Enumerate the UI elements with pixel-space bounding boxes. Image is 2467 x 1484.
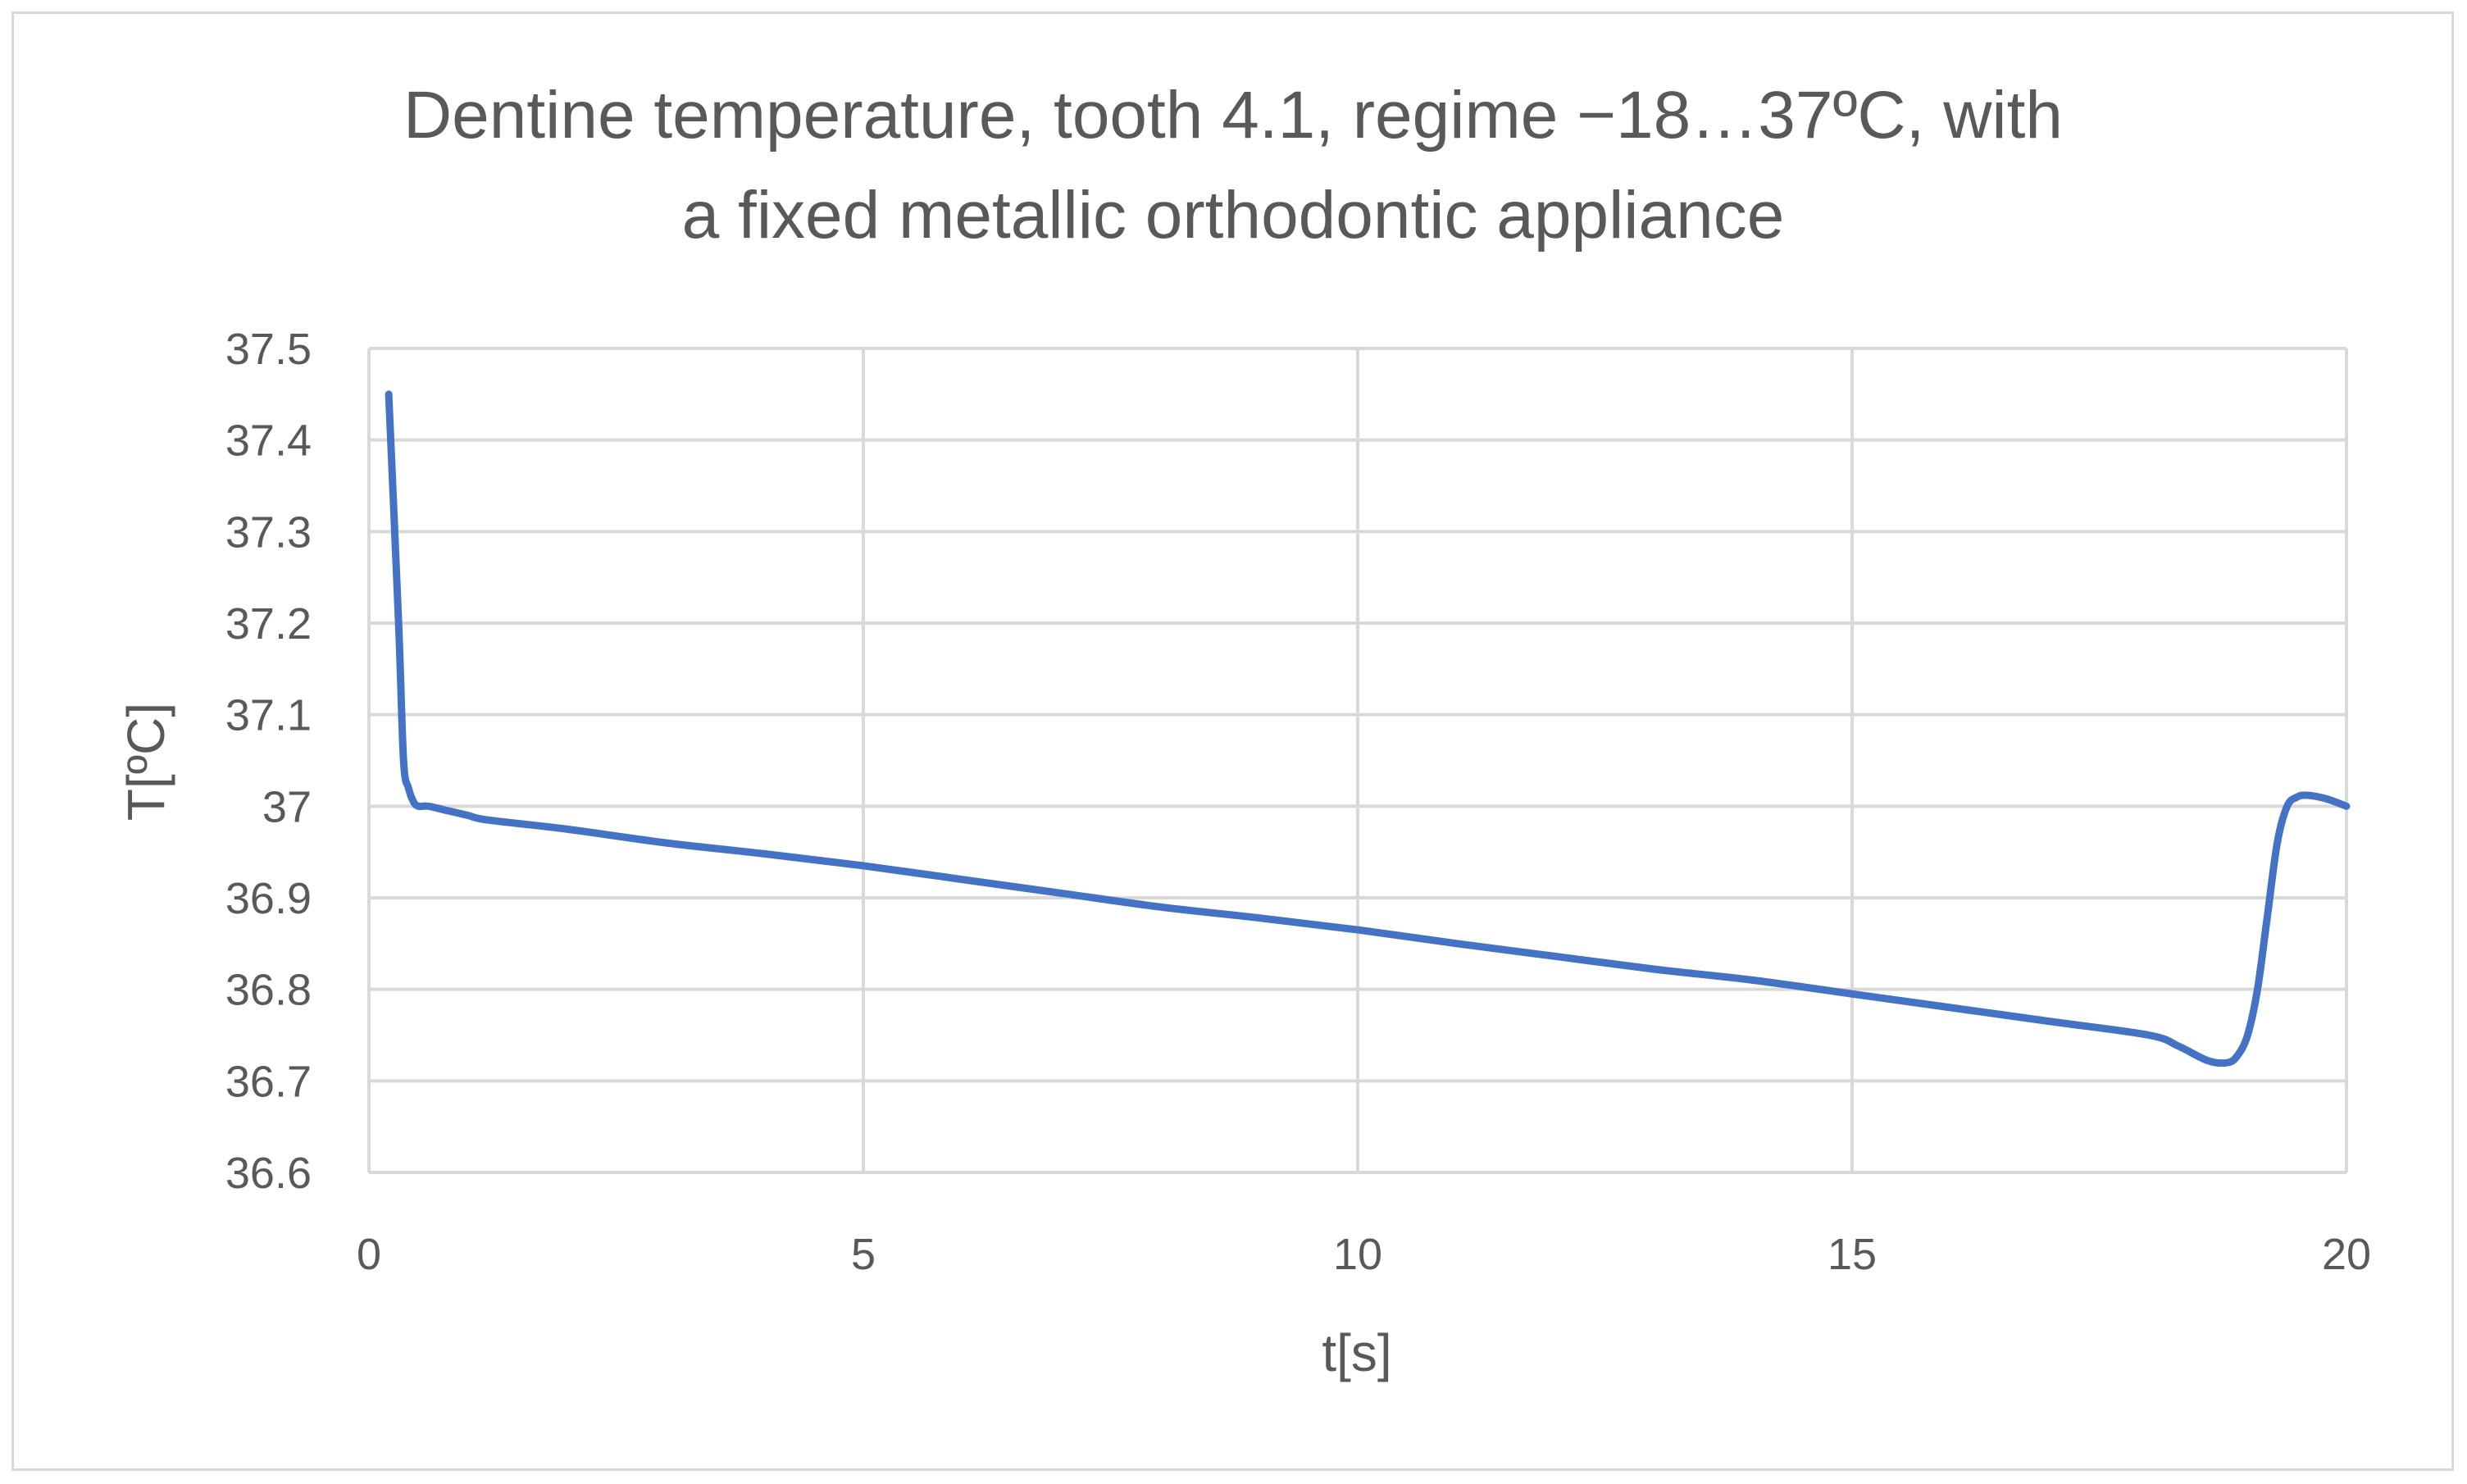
y-tick-label: 37.4 [225,417,312,466]
x-tick-label: 5 [851,1230,876,1279]
series-lines [385,390,2351,1067]
chart-subtitle: a fixed metallic orthodontic appliance [682,178,1785,253]
y-axis-ticks: 36.6 36.7 36.8 36.9 37 37.1 37.2 37.3 37.4 37.5 [225,325,312,1198]
y-tick-label: 37.1 [225,691,312,740]
x-tick-label: 10 [1333,1230,1382,1279]
x-tick-label: 15 [1827,1230,1877,1279]
series-line-0 [385,390,2351,1067]
y-tick-label: 37.3 [225,508,312,557]
y-tick-label: 37 [262,782,312,831]
y-tick-label: 36.7 [225,1057,312,1106]
gridlines [367,347,2348,1174]
x-tick-label: 0 [357,1230,381,1279]
y-tick-label: 37.2 [225,599,312,649]
chart-title: Dentine temperature, tooth 4.1, regime −… [403,78,2063,152]
x-axis-ticks: 0 5 10 15 20 [357,1230,2371,1279]
x-axis-label: t[s] [1322,1323,1391,1382]
y-axis-label: T[ºC] [116,703,175,821]
x-tick-label: 20 [2322,1230,2371,1279]
y-tick-label: 36.6 [225,1149,312,1198]
y-tick-label: 36.9 [225,874,312,923]
y-tick-label: 37.5 [225,325,312,374]
chart-frame [11,11,2454,1471]
y-tick-label: 36.8 [225,966,312,1015]
